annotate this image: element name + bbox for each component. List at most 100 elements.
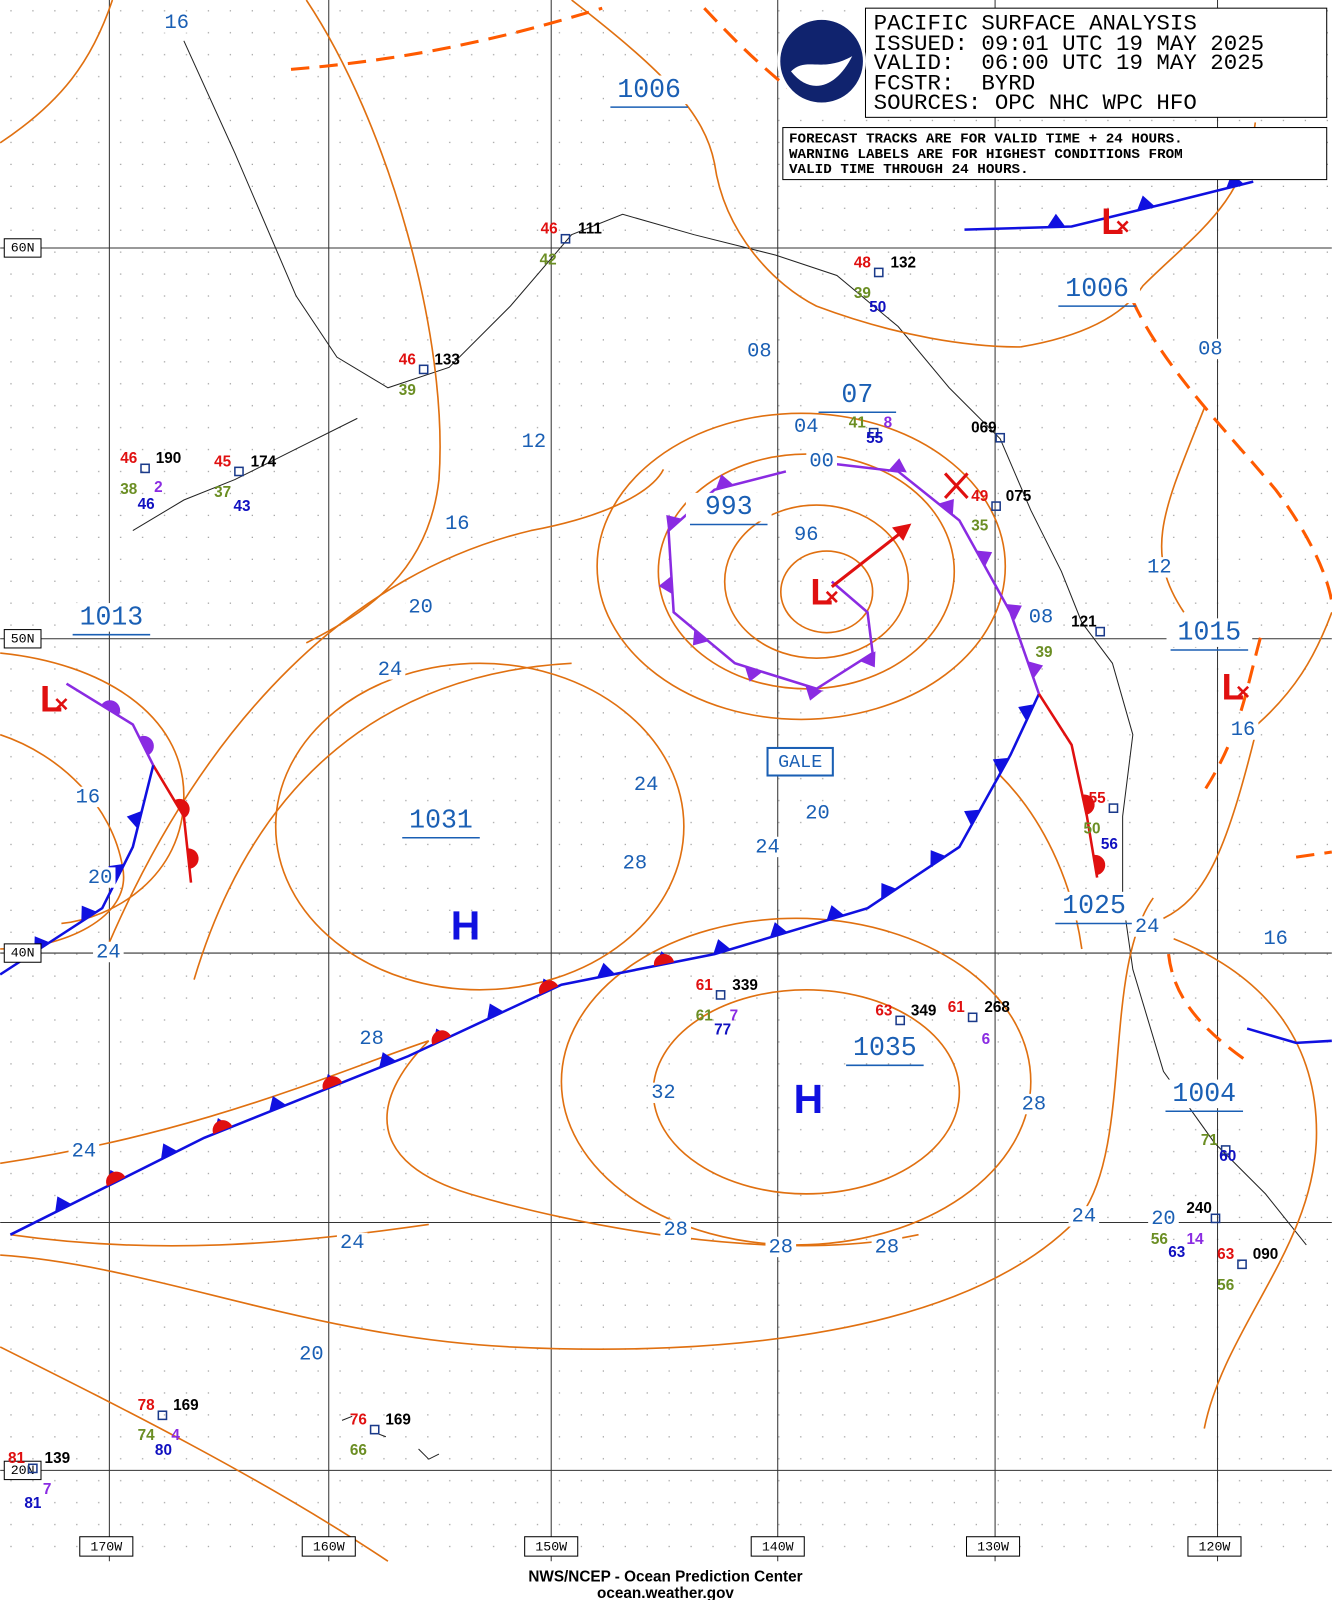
isobar-label: 12 [1147,557,1171,580]
isobar-label-bg [336,1232,368,1254]
lon-label-box [301,1536,356,1557]
station-reading: 42 [540,251,557,268]
lat-label-box [3,238,42,258]
station-reading: 190 [156,450,182,467]
isobar-label: 08 [747,340,771,363]
front-triangle [859,651,876,668]
station-reading: 8 [884,415,893,432]
lat-label-box [3,1460,42,1481]
station-reading: 090 [1253,1246,1279,1263]
front-triangle [713,939,731,955]
isobar-label: 20 [408,597,432,620]
lon-label: 150W [535,1539,567,1554]
station-reading: 78 [138,1397,156,1414]
forecast-position [943,472,969,499]
station-marker [27,1463,38,1474]
front-triangle [1018,704,1035,721]
station-reading: 46 [541,221,558,238]
station-marker [369,1424,380,1435]
front-semicircle [174,798,190,818]
pressure-center-label: 993 [705,492,753,522]
isobar-label: 28 [623,853,647,876]
isobar-label: 96 [794,524,818,547]
footer-credit: NWS/NCEP - Ocean Prediction Center [528,1569,802,1586]
isobar-label: 28 [1022,1093,1046,1116]
station-reading: 349 [911,1002,937,1019]
isobar-label-bg [752,836,783,858]
isobar-label: 24 [1135,916,1159,939]
isobar-label: 16 [76,786,100,809]
front-triangle [1047,213,1066,228]
isobar-label-bg [619,853,651,874]
front-triangle [379,1052,397,1068]
station-reading: 55 [1089,790,1107,807]
station-marker [1237,1259,1247,1270]
isobar-label: 00 [809,451,833,474]
station-reading: 74 [138,1427,156,1444]
warm-front [1037,693,1099,878]
front-semicircle [1093,854,1106,876]
station-reading: 075 [1006,488,1032,505]
isobar-label: 20 [299,1343,323,1366]
front-triangle [826,905,845,921]
station-marker [1220,1145,1231,1155]
isobar-label-bg [405,596,436,618]
front-triangle [55,1196,72,1213]
storm-track [830,527,908,588]
isobar-label: 24 [755,836,779,859]
stationary-front [964,180,1254,231]
station-reading: 169 [385,1411,411,1428]
isobar-label-bg [161,12,193,33]
isobar-label-bg [68,1140,100,1162]
isobar-label-bg [1018,1093,1050,1115]
station-reading: 35 [971,518,989,535]
station-reading: 61 [948,999,966,1016]
front-semicircle [431,1030,452,1045]
pressure-center-label: 1006 [617,75,681,105]
isobar-label-bg [1144,557,1175,578]
dot-grid [0,0,1332,1562]
station-marker [157,1410,168,1421]
isobar-label-bg [806,451,837,472]
station-marker [1095,626,1106,637]
station-marker [418,364,429,375]
station-reading: 6 [982,1031,991,1048]
station-marker [895,1015,906,1026]
header-sources: SOURCES: OPC NHC WPC HFO [874,90,1197,116]
header-box [864,7,1328,118]
isobar-label-bg [72,786,104,808]
station-reading: 069 [971,420,997,437]
station-reading: 55 [866,430,884,447]
isobar-label: 12 [522,431,546,454]
isobar-label-bg [93,941,124,963]
lon-label-box [524,1536,579,1557]
pressure-center-label: 1013 [80,602,144,632]
station-reading: 268 [984,999,1010,1016]
center-label-bg [1051,891,1137,921]
center-label-bg [814,380,901,410]
station-reading: 77 [714,1022,731,1039]
station-marker [715,990,726,1000]
front-triangle [964,809,981,826]
station-marker [995,432,1006,443]
station-marker [873,267,884,278]
isobar-label: 24 [634,774,658,797]
lat-label-box [3,629,42,649]
lon-label: 140W [762,1539,794,1554]
high-center: H [794,1076,823,1122]
isobar-label-bg [630,774,662,795]
isobar-label: 28 [663,1219,687,1242]
station-reading: 61 [696,1007,714,1024]
lon-label-box [966,1536,1021,1557]
lat-label: 40N [11,946,35,961]
isobar-label: 28 [359,1028,383,1051]
station-reading: 76 [350,1411,367,1428]
front-triangle [769,922,788,938]
pressure-center-label: 1031 [409,805,473,835]
isobar-label: 16 [445,513,469,536]
pressure-center-label: 1025 [1062,891,1126,921]
low-center: L [810,572,832,613]
header-title: PACIFIC SURFACE ANALYSIS [874,10,1197,36]
station-reading: 139 [45,1450,71,1467]
